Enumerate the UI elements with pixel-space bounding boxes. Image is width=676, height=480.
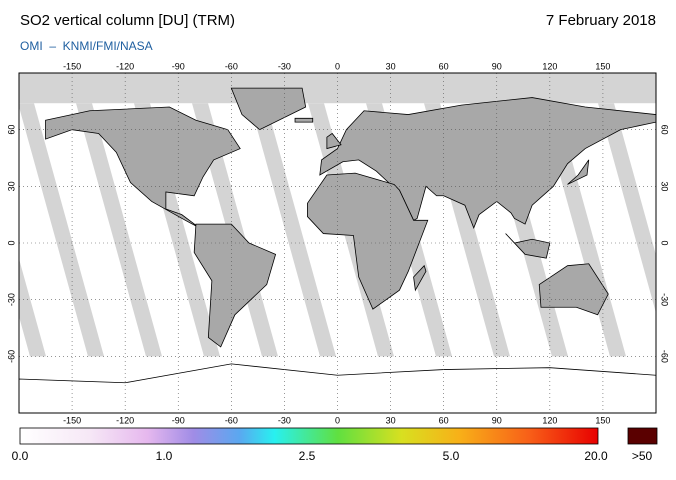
colorbar-label: 0.0	[12, 449, 29, 463]
swath-gap	[76, 103, 162, 357]
colorbar-labels: 0.0 1.0 2.5 5.0 20.0 >50	[12, 449, 653, 463]
land	[567, 159, 590, 185]
swath-gap	[19, 258, 46, 357]
lon-label-top: -30	[278, 61, 291, 71]
lon-label-bottom: 0	[335, 415, 340, 425]
colorbar-label: 2.5	[299, 449, 316, 463]
lon-label-bottom: -120	[116, 415, 134, 425]
lon-label-bottom: 120	[542, 415, 557, 425]
land	[45, 106, 241, 229]
lon-label-top: 90	[492, 61, 502, 71]
lon-label-bottom: 60	[439, 415, 449, 425]
lon-label-top: -90	[172, 61, 185, 71]
colorbar-label: 1.0	[156, 449, 173, 463]
date: 7 February 2018	[546, 12, 656, 29]
lat-label-left: -30	[6, 293, 16, 306]
lat-label-right: -60	[660, 350, 670, 363]
lon-label-bottom: -30	[278, 415, 291, 425]
land	[230, 87, 307, 131]
colorbar-overflow	[627, 427, 658, 445]
land	[413, 264, 427, 292]
colorbar	[19, 427, 599, 445]
lon-label-bottom: 30	[386, 415, 396, 425]
lon-label-top: 60	[439, 61, 449, 71]
land	[538, 263, 609, 316]
colorbar-label: >50	[632, 449, 653, 463]
lon-label-bottom: 150	[595, 415, 610, 425]
colorbar-label: 5.0	[443, 449, 460, 463]
lon-label-top: -150	[63, 61, 81, 71]
swath-gap	[250, 103, 336, 357]
land	[326, 132, 342, 150]
lon-label-top: -60	[225, 61, 238, 71]
land	[307, 172, 429, 310]
land	[505, 233, 551, 259]
map-frame	[18, 72, 657, 414]
swath-gap	[598, 103, 656, 313]
colorbar-label: 20.0	[584, 449, 608, 463]
lon-label-top: 150	[595, 61, 610, 71]
swath-gap	[19, 103, 104, 357]
lon-label-top: 0	[335, 61, 340, 71]
lon-label-bottom: -150	[63, 415, 81, 425]
lon-label-bottom: -90	[172, 415, 185, 425]
land	[193, 223, 277, 348]
lat-label-right: 60	[660, 125, 670, 135]
ticks: -150 -150 -120 -120 -90 -90 -60 -60 -30 -30 0 0 30 30…	[6, 61, 669, 425]
lon-label-bottom: -60	[225, 415, 238, 425]
lat-label-right: -30	[660, 293, 670, 306]
map	[19, 73, 676, 413]
lon-label-top: 30	[386, 61, 396, 71]
lat-label-left: 0	[6, 240, 16, 245]
swath-gap	[656, 103, 676, 356]
lon-label-top: 120	[542, 61, 557, 71]
lat-label-left: 60	[6, 125, 16, 135]
lat-label-right: 30	[660, 181, 670, 191]
land	[294, 117, 314, 123]
lon-label-top: -120	[116, 61, 134, 71]
lat-label-right: 0	[660, 240, 670, 245]
lat-label-left: 30	[6, 181, 16, 191]
source: OMI – KNMI/FMI/NASA	[20, 39, 153, 53]
lat-label-left: -60	[6, 350, 16, 363]
lon-label-bottom: 90	[492, 415, 502, 425]
title: SO2 vertical column [DU] (TRM)	[20, 12, 235, 29]
